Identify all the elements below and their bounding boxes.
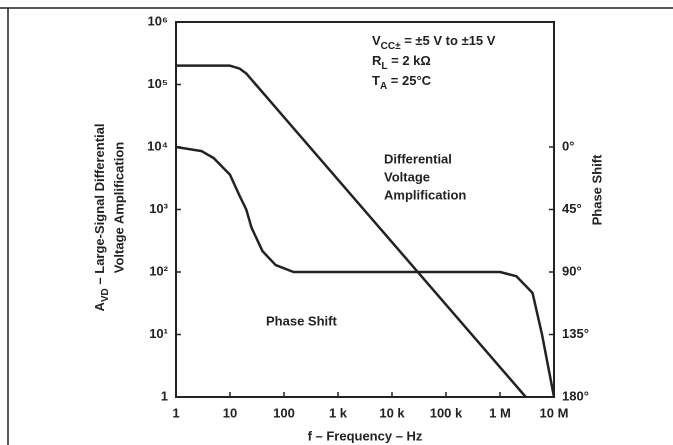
y2-tick-label: 45° [562, 201, 582, 216]
y2-axis-title: Phase Shift [589, 154, 604, 225]
condition-value: = 2 kΩ [388, 53, 431, 68]
y-axis-title-line2: Voltage Amplification [111, 142, 126, 274]
y2-tick-label: 90° [562, 263, 582, 278]
y-axis-symbol: A [92, 302, 107, 312]
curve-label: Phase Shift [266, 313, 337, 328]
condition-subscript: A [380, 81, 387, 92]
curve [175, 145, 556, 398]
y-tick-label: 10³ [149, 201, 168, 216]
x-tick-label: 1 [172, 405, 179, 420]
condition-value: = 25°C [387, 73, 431, 88]
x-tick-label: 10 M [540, 405, 569, 420]
x-tick-label: 1 M [489, 405, 511, 420]
curve-label: Voltage [384, 169, 430, 184]
y2-tick-label: 180° [562, 388, 589, 403]
x-tick-label: 1 k [329, 405, 348, 420]
x-tick-label: 10 [223, 405, 237, 420]
curve [176, 64, 527, 398]
y-tick-label: 1 [161, 388, 168, 403]
y-tick-label: 10² [149, 263, 168, 278]
x-tick-label: 10 k [379, 405, 405, 420]
y-axis-title: AVD – Large-Signal Differential [92, 124, 110, 312]
y-axis-text: – Large-Signal Differential [92, 124, 107, 289]
y2-tick-label: 135° [562, 326, 589, 341]
condition: TA = 25°C [372, 73, 432, 91]
y-tick-label: 10¹ [149, 326, 168, 341]
y-tick-label: 10⁵ [147, 76, 168, 91]
condition-symbol: T [372, 73, 380, 88]
y-tick-label: 10⁶ [148, 13, 168, 28]
conditions-box [362, 30, 540, 96]
condition-value: = ±5 V to ±15 V [401, 33, 496, 48]
x-tick-label: 100 k [430, 405, 463, 420]
x-tick-label: 100 [273, 405, 295, 420]
condition-subscript: CC± [381, 41, 401, 52]
condition: RL = 2 kΩ [372, 53, 431, 71]
y-axis-subscript: VD [100, 288, 111, 302]
x-axis-title: f – Frequency – Hz [308, 428, 423, 443]
condition-symbol: V [372, 33, 381, 48]
curve-label: Differential [384, 151, 452, 166]
curve-label: Amplification [384, 187, 466, 202]
y2-tick-label: 0° [562, 138, 574, 153]
condition-symbol: R [372, 53, 382, 68]
condition-subscript: L [381, 61, 387, 72]
condition: VCC± = ±5 V to ±15 V [372, 33, 496, 51]
y-tick-label: 10⁴ [147, 138, 168, 153]
